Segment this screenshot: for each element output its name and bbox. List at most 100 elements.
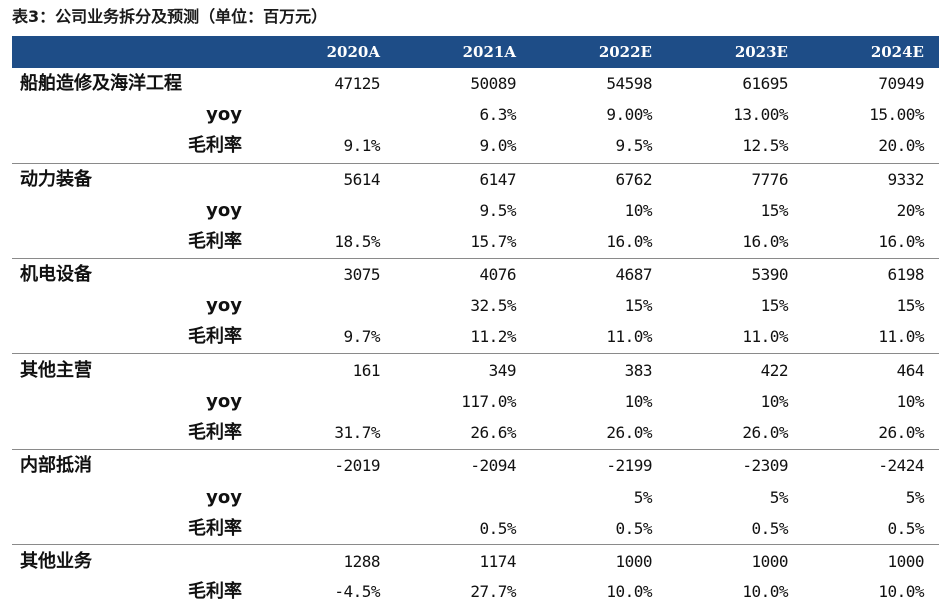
table-row: 船舶造修及海洋工程 47125 50089 54598 61695 70949: [12, 68, 939, 99]
value-cell: -2094: [470, 456, 516, 475]
yoy-cell: [262, 290, 380, 321]
value-cell: 3075: [343, 265, 380, 284]
value-cell: 6198: [887, 265, 924, 284]
gross-margin-cell: 26.0%: [742, 423, 788, 442]
yoy-cell: [398, 482, 516, 513]
table-row: 动力装备 5614 6147 6762 7776 9332: [12, 164, 939, 195]
yoy-cell: 15%: [896, 296, 925, 315]
gross-margin-cell: 26.0%: [878, 423, 924, 442]
gross-margin-cell: 20.0%: [878, 136, 924, 155]
segment-label: 机电设备: [20, 264, 92, 285]
table-row: yoy 117.0% 10% 10% 10%: [12, 386, 939, 417]
gross-margin-cell: 10.0%: [742, 582, 788, 601]
table-row: 其他业务 1288 1174 1000 1000 1000: [12, 546, 939, 577]
gross-margin-cell: 18.5%: [334, 232, 380, 251]
yoy-cell: 20%: [896, 201, 925, 220]
value-cell: 464: [896, 361, 925, 380]
value-cell: 47125: [334, 74, 380, 93]
gross-margin-cell: 0.5%: [615, 519, 652, 538]
yoy-cell: 10%: [624, 201, 653, 220]
gross-margin-cell: 16.0%: [742, 232, 788, 251]
value-cell: 349: [488, 361, 517, 380]
gross-margin-cell: 10.0%: [878, 582, 924, 601]
gross-margin-cell: 9.5%: [615, 136, 652, 155]
value-cell: 9332: [887, 170, 924, 189]
yoy-cell: [262, 195, 380, 226]
value-cell: 50089: [470, 74, 516, 93]
gross-margin-cell: 0.5%: [479, 519, 516, 538]
value-cell: 61695: [742, 74, 788, 93]
value-cell: 1000: [887, 552, 924, 571]
yoy-label: yoy: [206, 295, 242, 316]
value-cell: 7776: [751, 170, 788, 189]
gross-margin-cell: -4.5%: [334, 582, 380, 601]
value-cell: 1000: [615, 552, 652, 571]
value-cell: -2019: [334, 456, 380, 475]
value-cell: 6147: [479, 170, 516, 189]
yoy-cell: 5%: [633, 488, 653, 507]
gross-margin-cell: 16.0%: [878, 232, 924, 251]
value-cell: 70949: [878, 74, 924, 93]
yoy-cell: 15%: [624, 296, 653, 315]
table-row: 其他主营 161 349 383 422 464: [12, 355, 939, 386]
segment-label: 其他业务: [20, 551, 92, 572]
table-row: 毛利率 31.7% 26.6% 26.0% 26.0% 26.0%: [12, 417, 939, 448]
gross-margin-label: 毛利率: [188, 581, 242, 602]
column-header: 2024E: [870, 43, 924, 61]
gross-margin-cell: [262, 513, 380, 544]
value-cell: -2309: [742, 456, 788, 475]
table-row: 毛利率 0.5% 0.5% 0.5% 0.5%: [12, 513, 939, 544]
segment-label: 动力装备: [20, 169, 92, 190]
value-cell: 5390: [751, 265, 788, 284]
gross-margin-cell: 12.5%: [742, 136, 788, 155]
row-divider: [12, 544, 939, 545]
column-header: 2020A: [326, 43, 380, 61]
segment-label: 船舶造修及海洋工程: [20, 73, 182, 94]
value-cell: 54598: [606, 74, 652, 93]
yoy-cell: 15%: [760, 201, 789, 220]
gross-margin-cell: 26.0%: [606, 423, 652, 442]
gross-margin-cell: 9.7%: [343, 327, 380, 346]
value-cell: 1000: [751, 552, 788, 571]
yoy-cell: [262, 99, 380, 130]
table-row: yoy 5% 5% 5%: [12, 482, 939, 513]
value-cell: -2424: [878, 456, 924, 475]
yoy-cell: 10%: [760, 392, 789, 411]
yoy-label: yoy: [206, 487, 242, 508]
yoy-cell: 10%: [896, 392, 925, 411]
table-row: 毛利率 9.7% 11.2% 11.0% 11.0% 11.0%: [12, 321, 939, 352]
gross-margin-label: 毛利率: [188, 422, 242, 443]
gross-margin-label: 毛利率: [188, 231, 242, 252]
gross-margin-cell: 26.6%: [470, 423, 516, 442]
yoy-cell: 9.00%: [606, 105, 652, 124]
table-row: 毛利率 -4.5% 27.7% 10.0% 10.0% 10.0%: [12, 576, 939, 607]
gross-margin-cell: 11.2%: [470, 327, 516, 346]
yoy-cell: [262, 482, 380, 513]
yoy-cell: 13.00%: [733, 105, 788, 124]
table-row: yoy 6.3% 9.00% 13.00% 15.00%: [12, 99, 939, 130]
yoy-cell: [262, 386, 380, 417]
yoy-cell: 15%: [760, 296, 789, 315]
yoy-cell: 10%: [624, 392, 653, 411]
yoy-cell: 9.5%: [479, 201, 516, 220]
table-row: 毛利率 18.5% 15.7% 16.0% 16.0% 16.0%: [12, 226, 939, 257]
table-header: 2020A 2021A 2022E 2023E 2024E: [12, 36, 939, 68]
row-divider: [12, 258, 939, 259]
table-title: 表3：公司业务拆分及预测（单位：百万元）: [12, 7, 328, 26]
gross-margin-cell: 11.0%: [606, 327, 652, 346]
yoy-cell: 15.00%: [869, 105, 924, 124]
table-row: 毛利率 9.1% 9.0% 9.5% 12.5% 20.0%: [12, 130, 939, 161]
table-row: yoy 32.5% 15% 15% 15%: [12, 290, 939, 321]
yoy-cell: 5%: [769, 488, 789, 507]
yoy-label: yoy: [206, 104, 242, 125]
row-divider: [12, 449, 939, 450]
segment-label: 其他主营: [20, 360, 92, 381]
gross-margin-cell: 15.7%: [470, 232, 516, 251]
value-cell: 4687: [615, 265, 652, 284]
gross-margin-cell: 11.0%: [742, 327, 788, 346]
gross-margin-cell: 9.1%: [343, 136, 380, 155]
gross-margin-cell: 16.0%: [606, 232, 652, 251]
yoy-label: yoy: [206, 391, 242, 412]
gross-margin-cell: 10.0%: [606, 582, 652, 601]
segment-label: 内部抵消: [20, 455, 92, 476]
